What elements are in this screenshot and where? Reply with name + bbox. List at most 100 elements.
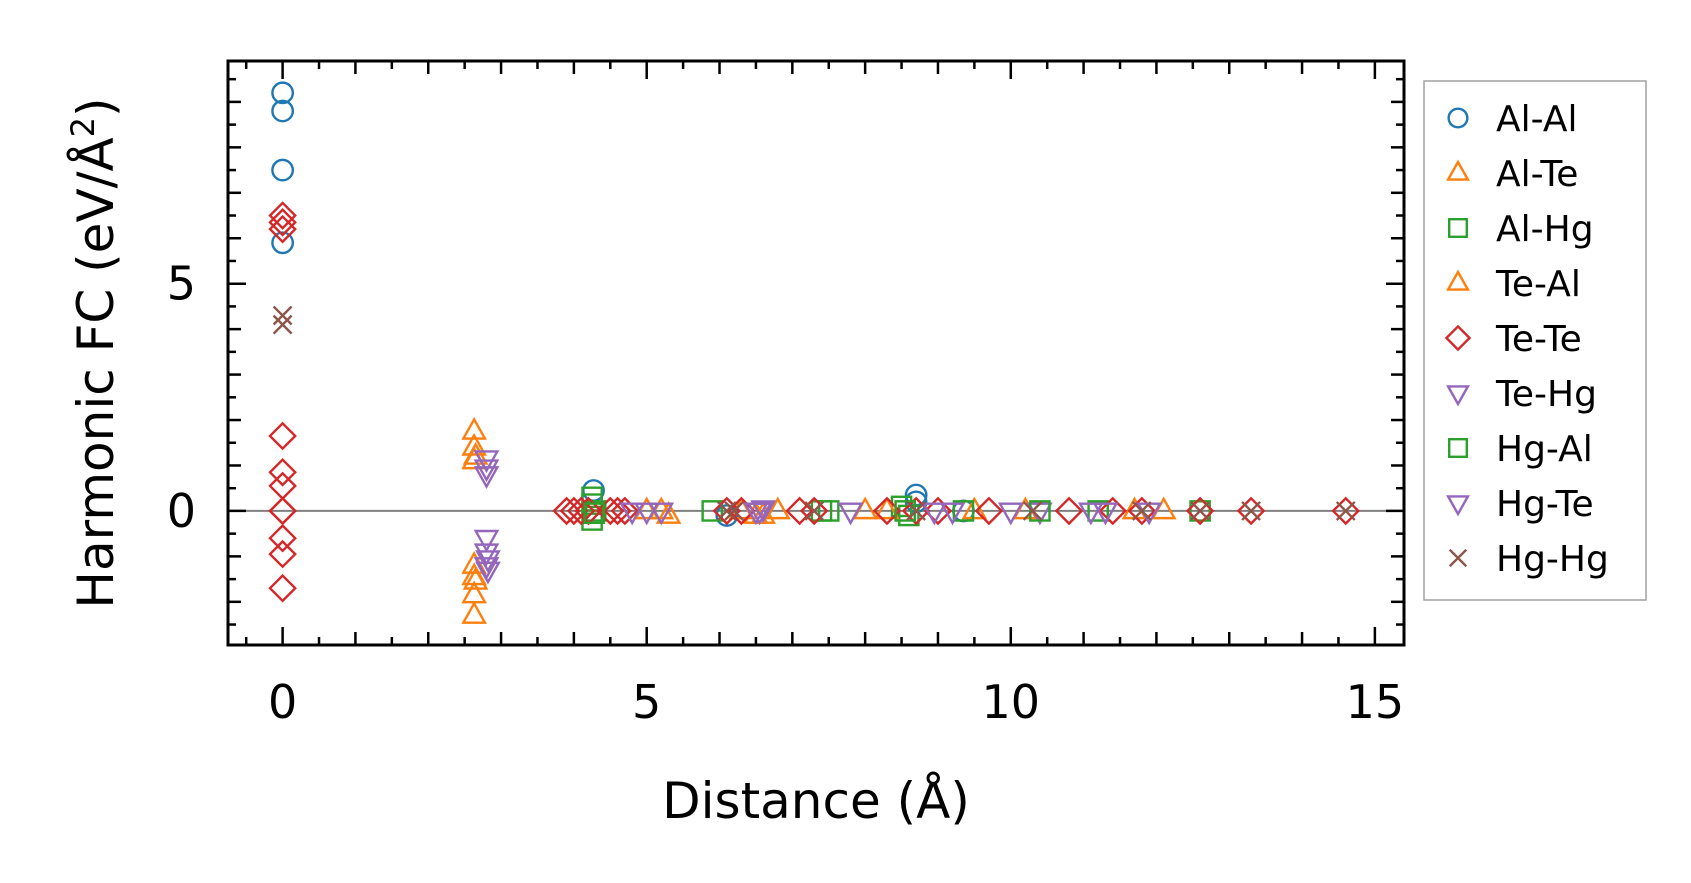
- data-point: [764, 496, 791, 520]
- data-point: [461, 416, 487, 440]
- legend-item: Hg-Te: [1446, 484, 1594, 525]
- x-tick-label: 15: [1346, 675, 1405, 729]
- data-point: [603, 496, 632, 526]
- data-point: [475, 550, 501, 574]
- data-point: [724, 501, 744, 521]
- data-point: [271, 158, 295, 182]
- data-point: [1127, 496, 1157, 526]
- data-point: [874, 496, 900, 520]
- data-point: [837, 502, 864, 526]
- data-point: [473, 543, 500, 567]
- data-point: [1029, 500, 1051, 522]
- y-axis-label: Harmonic FC (eV/Å2): [64, 97, 125, 608]
- y-tick-label: 5: [167, 257, 196, 311]
- legend-marker: [1444, 324, 1472, 352]
- x-tick-label: 5: [632, 675, 661, 729]
- data-point: [997, 502, 1024, 526]
- legend-label: Hg-Al: [1496, 429, 1593, 470]
- axis-ticks: [228, 61, 1404, 645]
- legend-marker: [1446, 269, 1470, 291]
- legend-label: Hg-Hg: [1496, 539, 1609, 580]
- data-point: [1236, 496, 1266, 526]
- series-te-te: [268, 201, 1361, 603]
- data-point: [1132, 501, 1152, 521]
- data-point: [974, 496, 1004, 526]
- data-point: [462, 441, 489, 465]
- legend-item: Al-Te: [1446, 154, 1578, 195]
- data-point: [1190, 501, 1210, 521]
- data-point: [268, 539, 297, 569]
- data-point: [701, 500, 724, 522]
- data-point: [610, 496, 640, 526]
- data-point: [268, 201, 297, 230]
- legend-marker: [1446, 385, 1470, 407]
- legend-label: Te-Al: [1495, 264, 1581, 305]
- legend-item: Al-Hg: [1447, 209, 1594, 250]
- legend-label: Al-Te: [1496, 154, 1578, 195]
- data-point: [566, 496, 596, 526]
- data-point: [595, 496, 625, 526]
- data-point: [1087, 500, 1109, 522]
- data-point: [746, 502, 773, 526]
- data-point: [271, 81, 295, 105]
- data-point: [619, 502, 645, 526]
- y-axis-label-superscript: 2: [64, 117, 102, 137]
- data-point: [1022, 501, 1043, 521]
- data-point: [716, 501, 737, 521]
- legend-label: Te-Hg: [1495, 374, 1597, 415]
- legend-item: Hg-Hg: [1448, 539, 1609, 580]
- y-tick-label: 0: [167, 484, 196, 538]
- data-point: [268, 208, 297, 237]
- data-point: [268, 458, 297, 487]
- data-point: [268, 496, 297, 526]
- plot-area: [226, 59, 1406, 647]
- y-tick-labels: 05: [167, 257, 196, 538]
- data-point: [268, 573, 297, 603]
- legend-marker: [1447, 438, 1468, 459]
- legend-label: Al-Al: [1496, 99, 1577, 140]
- data-point: [1331, 496, 1361, 526]
- legend-label: Hg-Te: [1496, 484, 1594, 525]
- data-point: [923, 496, 953, 526]
- legend-marker: [1447, 217, 1468, 238]
- data-point: [473, 529, 500, 553]
- data-point: [461, 601, 487, 624]
- data-point: [939, 502, 966, 526]
- data-point: [799, 496, 829, 526]
- data-point: [268, 214, 297, 244]
- data-point: [552, 496, 581, 526]
- legend: Al-Al Al-Te Al-Hg Te-Al Te-Te Te-Hg Hg-Al Hg-Te…: [1423, 80, 1647, 601]
- legend-marker: [1447, 107, 1469, 129]
- legend-item: Hg-Al: [1447, 429, 1593, 470]
- data-point: [1185, 496, 1215, 526]
- legend-items: Al-Al Al-Te Al-Hg Te-Al Te-Te Te-Hg Hg-Al Hg-Te…: [1444, 99, 1609, 580]
- legend-item: Al-Al: [1447, 99, 1577, 140]
- data-point: [952, 500, 975, 522]
- legend-marker: [1446, 495, 1470, 517]
- data-point: [475, 561, 501, 585]
- data-point: [817, 500, 840, 522]
- legend-label: Al-Hg: [1496, 209, 1594, 250]
- data-point: [750, 500, 777, 524]
- series-hg-hg: [272, 305, 1356, 521]
- legend-marker: [1446, 159, 1470, 181]
- data-point: [268, 421, 297, 451]
- data-point: [921, 502, 948, 526]
- data-point: [272, 314, 293, 335]
- data-point: [1189, 500, 1211, 522]
- data-point: [1335, 501, 1356, 521]
- data-point: [1078, 502, 1104, 526]
- data-point: [712, 496, 742, 526]
- data-point: [1241, 501, 1261, 521]
- data-point: [268, 523, 297, 553]
- legend-item: Te-Hg: [1446, 374, 1597, 415]
- data-point: [271, 231, 295, 255]
- legend-label: Te-Te: [1495, 319, 1582, 360]
- data-point: [1092, 502, 1119, 526]
- data-point: [271, 99, 295, 123]
- data-point: [804, 501, 825, 521]
- data-point: [473, 466, 500, 490]
- x-tick-label: 0: [268, 675, 297, 729]
- data-point: [473, 459, 500, 483]
